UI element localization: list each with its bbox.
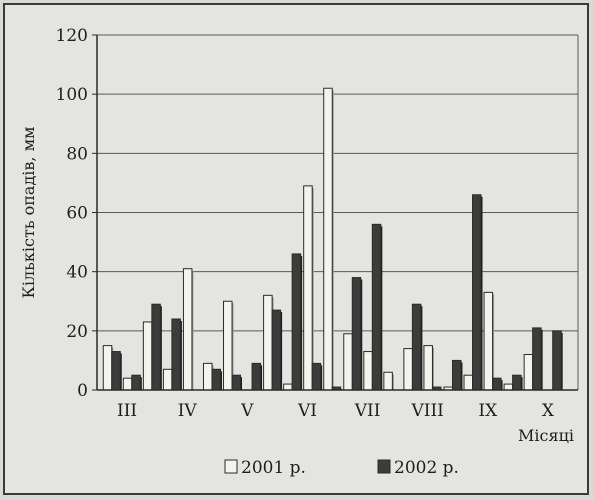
bar-2001 <box>142 321 153 391</box>
legend-label-2002: 2002 р. <box>394 458 459 478</box>
bar-2002 <box>311 362 322 391</box>
bar-2001 <box>343 333 353 391</box>
bar-2001 <box>523 354 534 391</box>
bar-2002 <box>552 330 562 391</box>
legend-swatch-2001 <box>224 459 238 474</box>
x-category-label: VIII <box>410 401 443 421</box>
y-tick-label: 120 <box>56 26 88 46</box>
bar-2001 <box>102 345 113 391</box>
legend: 2001 р. 2002 р. <box>224 458 459 478</box>
bar-2001 <box>483 291 494 391</box>
bar-2001 <box>182 268 193 391</box>
bar-2001 <box>503 383 514 391</box>
bar-2002 <box>251 362 262 391</box>
bar-2002 <box>472 194 482 391</box>
bar-2001 <box>223 300 233 391</box>
x-axis-title: Місяці <box>518 426 574 445</box>
x-category-label: V <box>240 401 254 421</box>
x-category-label: X <box>542 401 555 421</box>
bar-2002 <box>512 374 522 391</box>
bar-2002 <box>492 377 502 391</box>
x-category-labels: III IV V VI VII VIII IX X <box>117 401 555 421</box>
chart-frame <box>3 3 589 495</box>
y-tick-label: 40 <box>66 263 88 283</box>
x-category-label: VII <box>354 401 381 421</box>
x-category-label: III <box>117 401 137 421</box>
y-tick-label: 0 <box>77 381 88 401</box>
y-tick-label: 80 <box>66 144 88 164</box>
y-tick-label: 100 <box>56 85 88 105</box>
x-category-label: VI <box>297 401 317 421</box>
grid-lines <box>92 34 579 391</box>
bar-2001 <box>423 345 433 391</box>
bar-2002 <box>532 327 542 391</box>
bar-2001 <box>463 374 474 391</box>
x-category-label: IV <box>178 401 198 421</box>
bar-2001 <box>403 348 413 391</box>
bar-2002 <box>351 277 362 391</box>
bar-2002 <box>371 223 382 391</box>
bar-2001 <box>162 368 173 391</box>
bar-2002 <box>211 368 221 391</box>
bar-2001 <box>383 371 393 391</box>
y-tick-labels: 0 20 40 60 80 100 120 <box>56 26 88 401</box>
bar-2001 <box>122 377 133 391</box>
bar-2002 <box>291 253 302 391</box>
bar-2002 <box>411 303 422 391</box>
bar-2001 <box>283 383 293 391</box>
bar-2002 <box>151 303 161 391</box>
bar-2002 <box>131 374 141 391</box>
legend-label-2001: 2001 р. <box>241 458 306 478</box>
bars <box>102 87 563 391</box>
bar-2002 <box>231 374 242 391</box>
bar-2001 <box>363 351 373 391</box>
bar-2001 <box>263 294 273 391</box>
bar-2001 <box>323 87 333 391</box>
bar-2002 <box>271 309 282 391</box>
bar-2002 <box>451 359 462 391</box>
y-tick-label: 60 <box>66 204 88 224</box>
bar-2002 <box>111 351 121 391</box>
x-category-label: IX <box>478 401 498 421</box>
y-tick-label: 20 <box>66 322 88 342</box>
y-axis-title: Кількість опадів, мм <box>19 127 38 299</box>
bar-2001 <box>202 362 213 391</box>
bar-2002 <box>171 318 181 391</box>
bar-2001 <box>303 185 313 391</box>
legend-swatch-2002 <box>377 459 391 474</box>
